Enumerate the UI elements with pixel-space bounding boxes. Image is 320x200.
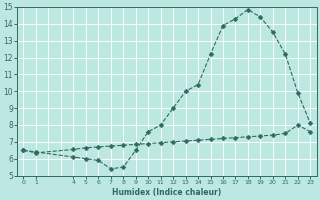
X-axis label: Humidex (Indice chaleur): Humidex (Indice chaleur) <box>112 188 221 197</box>
